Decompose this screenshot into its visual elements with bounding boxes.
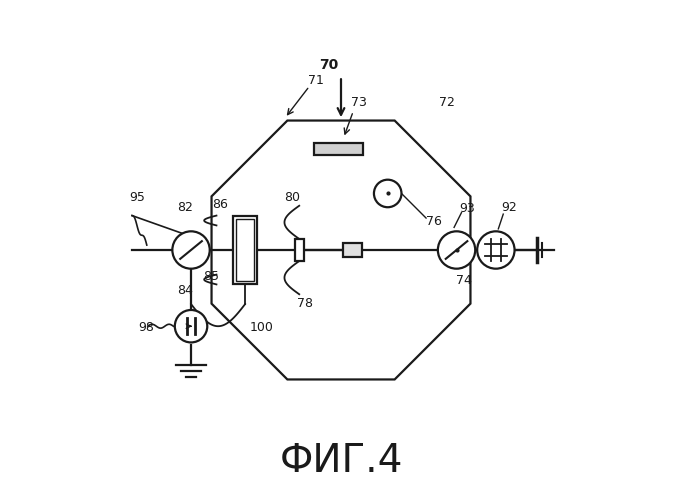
Text: 84: 84 [177,284,193,297]
Text: ФИГ.4: ФИГ.4 [280,442,402,480]
Text: 73: 73 [351,96,367,109]
Text: 100: 100 [250,321,274,334]
Text: 76: 76 [426,216,442,228]
Text: 85: 85 [203,270,220,283]
Text: 78: 78 [297,296,313,310]
Bar [344,243,362,257]
Bar [233,216,257,284]
Circle shape [175,310,207,342]
Text: 80: 80 [284,191,301,204]
Circle shape [477,232,514,268]
Text: 98: 98 [138,321,154,334]
Bar [314,143,363,156]
Text: 74: 74 [456,274,471,287]
Text: 95: 95 [130,191,145,204]
Bar [236,219,254,281]
Circle shape [438,232,475,268]
Text: 93: 93 [459,202,475,214]
Bar [295,239,303,261]
Text: 82: 82 [177,200,193,213]
Circle shape [374,180,402,207]
Text: 92: 92 [501,200,516,213]
Text: 86: 86 [212,198,228,211]
Text: 71: 71 [308,74,324,86]
Text: 70: 70 [319,58,338,72]
Text: 72: 72 [439,96,455,109]
Circle shape [173,232,210,268]
